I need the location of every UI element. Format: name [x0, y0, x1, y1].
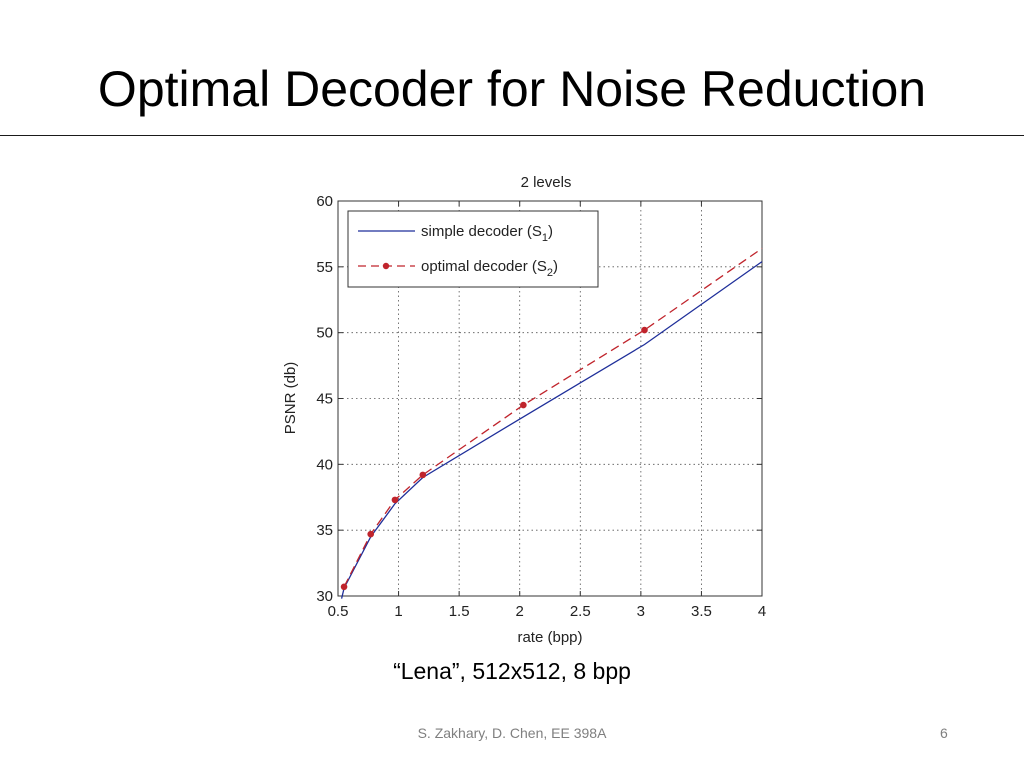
y-tick-label: 60 [316, 193, 333, 210]
y-tick-label: 35 [316, 522, 333, 539]
x-tick-label: 2 [516, 603, 524, 620]
psnr-rate-chart: 2 levels 0.5 1 1.5 2 2.5 3 3.5 430354045505560 … [282, 174, 766, 646]
x-tick-label: 3.5 [691, 603, 712, 620]
x-tick-label: 4 [758, 603, 766, 620]
footer-credit: S. Zakhary, D. Chen, EE 398A [417, 725, 607, 741]
y-tick-label: 40 [316, 456, 333, 473]
x-tick-label: 1.5 [449, 603, 470, 620]
title-divider [0, 135, 1024, 136]
data-point-optimal-decoder [419, 471, 427, 479]
x-axis-label: rate (bpp) [517, 629, 582, 646]
axis-ticks: 0.5 1 1.5 2 2.5 3 3.5 4 30 35 40 45 50 55 60 [316, 193, 766, 620]
chart-legend: simple decoder (S1) optimal decoder (S2) [347, 210, 599, 288]
figure-caption: “Lena”, 512x512, 8 bpp [393, 658, 631, 684]
series-lines [340, 247, 763, 599]
legend-label-simple-decoder: simple decoder (S1) [421, 223, 553, 244]
data-point-optimal-decoder [520, 401, 527, 409]
x-tick-label: 0.5 [328, 603, 349, 620]
data-point-optimal-decoder [367, 530, 375, 538]
data-point-optimal-decoder [641, 326, 648, 334]
legend-marker-optimal-decoder [382, 262, 390, 270]
data-point-optimal-decoder [340, 583, 348, 591]
x-tick-label: 2.5 [570, 603, 591, 620]
data-point-optimal-decoder [391, 496, 399, 504]
legend-box [347, 210, 599, 288]
slide-title: Optimal Decoder for Noise Reduction [97, 61, 927, 117]
legend-label-optimal-decoder: optimal decoder (S2) [421, 258, 558, 279]
y-tick-label: 45 [316, 391, 333, 408]
y-tick-label: 50 [316, 325, 333, 342]
x-tick-label: 1 [394, 603, 402, 620]
series-line-simple-decoder [340, 261, 763, 599]
series-line-optimal-decoder [343, 247, 763, 588]
y-tick-label: 55 [316, 259, 333, 276]
x-tick-label: 3 [637, 603, 645, 620]
chart-title: 2 levels [521, 174, 572, 191]
page-number: 6 [940, 725, 948, 741]
y-tick-label: 30 [316, 588, 333, 605]
y-axis-label: PSNR (db) [282, 362, 299, 435]
